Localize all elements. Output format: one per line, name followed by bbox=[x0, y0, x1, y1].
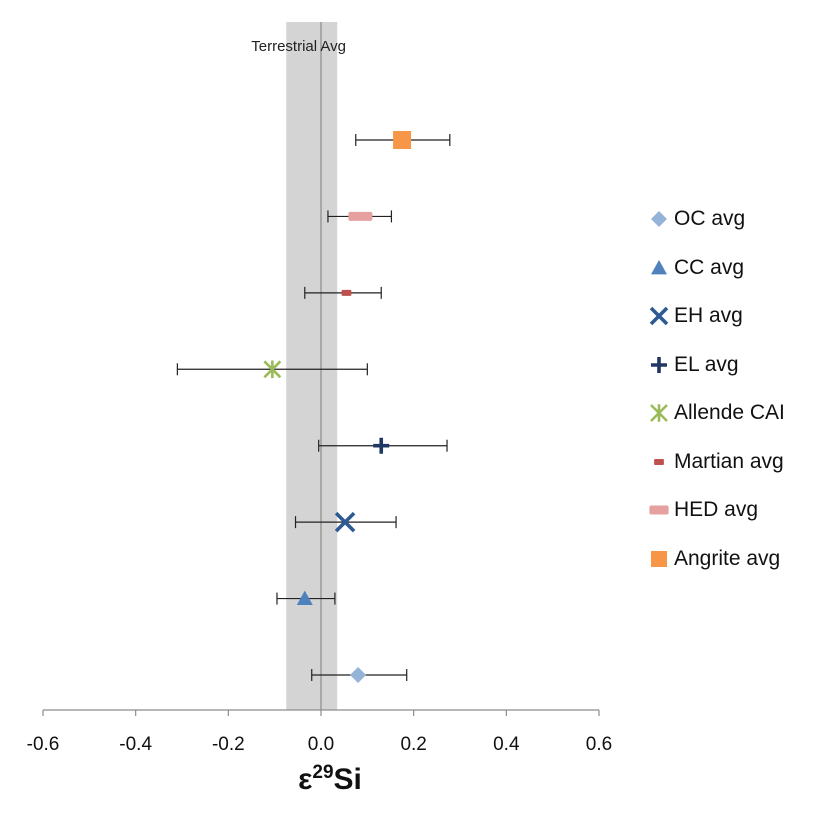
x-axis-label: ε29Si bbox=[280, 762, 380, 797]
data-point-hed-avg bbox=[327, 210, 393, 223]
reference-label: Terrestrial Avg bbox=[251, 38, 346, 55]
legend-marker-shape bbox=[654, 458, 664, 465]
data-point-el-avg bbox=[318, 437, 448, 454]
legend-item: EL avg bbox=[648, 341, 828, 390]
legend-item: OC avg bbox=[648, 195, 828, 244]
data-point-martian-avg bbox=[304, 286, 382, 299]
marker bbox=[373, 437, 390, 454]
x-tick-label: 0.0 bbox=[308, 734, 334, 755]
legend-item: CC avg bbox=[648, 244, 828, 293]
legend-marker-shape bbox=[651, 356, 667, 373]
data-point-eh-avg bbox=[294, 511, 397, 533]
x-tick-label: 0.4 bbox=[493, 734, 520, 755]
legend-label: OC avg bbox=[674, 207, 746, 231]
legend-label: Angrite avg bbox=[674, 546, 781, 570]
legend-item: Angrite avg bbox=[648, 535, 828, 584]
legend-marker-shape bbox=[649, 306, 669, 326]
legend-item: EH avg bbox=[648, 292, 828, 341]
legend-item: HED avg bbox=[648, 486, 828, 535]
marker bbox=[263, 360, 282, 379]
legend: OC avg CC avg EH avg EL avg Allende CAI Marti… bbox=[648, 195, 828, 583]
legend-label: Allende CAI bbox=[674, 401, 785, 425]
x-marker-icon bbox=[649, 306, 669, 326]
x-tick-label: -0.2 bbox=[212, 734, 245, 755]
reference-band bbox=[286, 22, 338, 710]
legend-marker-shape bbox=[651, 259, 667, 275]
data-point-oc-avg bbox=[311, 667, 408, 683]
legend-label: Martian avg bbox=[674, 449, 784, 473]
marker bbox=[348, 211, 373, 221]
x-axis-label-superscript: 29 bbox=[312, 762, 334, 783]
legend-marker-shape bbox=[651, 550, 667, 567]
legend-item: Martian avg bbox=[648, 438, 828, 487]
data-point-allende-cai bbox=[176, 360, 368, 379]
legend-label: EL avg bbox=[674, 352, 739, 376]
plus-marker-icon bbox=[651, 356, 667, 373]
data-point-cc-avg bbox=[276, 590, 336, 605]
data-point-angrite-avg bbox=[355, 131, 451, 149]
diamond-marker-icon bbox=[651, 211, 667, 228]
legend-label: HED avg bbox=[674, 498, 759, 522]
x-tick-label: -0.4 bbox=[119, 734, 152, 755]
marker bbox=[296, 590, 313, 605]
bar-marker-icon bbox=[649, 505, 669, 515]
triangle-marker-icon bbox=[651, 259, 667, 275]
legend-item: Allende CAI bbox=[648, 389, 828, 438]
x-axis-label-main: Si bbox=[333, 763, 362, 796]
square-marker-icon bbox=[651, 550, 667, 567]
marker bbox=[334, 511, 356, 533]
legend-label: EH avg bbox=[674, 304, 743, 328]
x-axis-label-epsilon: ε bbox=[298, 763, 313, 796]
x-tick-label: 0.2 bbox=[400, 734, 426, 755]
x-tick-label: -0.6 bbox=[27, 734, 60, 755]
asterisk-marker-icon bbox=[650, 404, 668, 423]
legend-marker-shape bbox=[649, 505, 669, 515]
x-tick-label: 0.6 bbox=[586, 734, 612, 755]
dash-marker-icon bbox=[654, 458, 664, 465]
legend-marker-shape bbox=[650, 404, 668, 423]
marker bbox=[341, 289, 352, 296]
marker bbox=[350, 667, 367, 683]
legend-marker-shape bbox=[651, 211, 667, 228]
marker bbox=[393, 131, 412, 149]
legend-label: CC avg bbox=[674, 255, 745, 279]
